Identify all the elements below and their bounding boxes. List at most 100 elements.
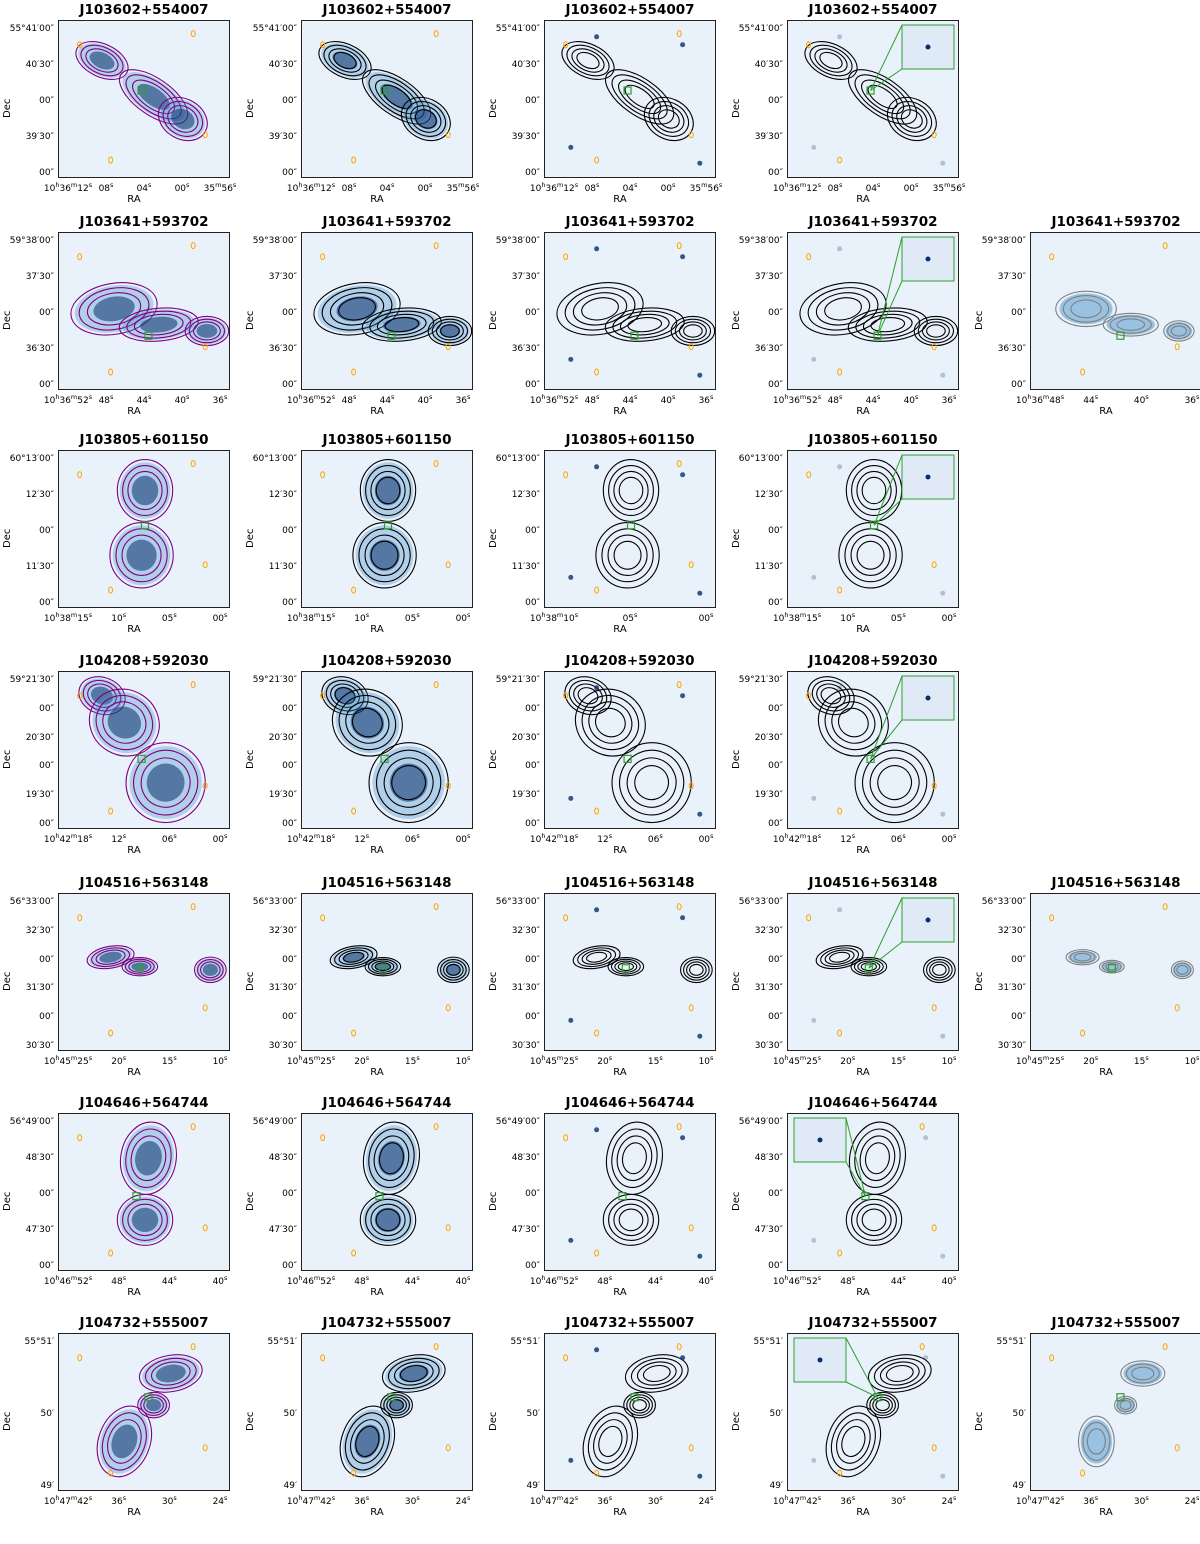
y-tick-label: 48′30″ — [511, 1153, 540, 1163]
y-tick-label: 00″ — [39, 380, 54, 390]
panel-lowres: J104732+555007 55°51′ 50′ 49′ 10h47m42s 36s 30… — [0, 1313, 240, 1533]
contour-line — [410, 105, 442, 133]
x-tick-label: 12s — [354, 832, 370, 845]
contour-line — [576, 51, 600, 70]
y-tick-label: 37′30″ — [754, 272, 783, 282]
contour-line — [329, 945, 378, 970]
x-tick-label: 48s — [597, 1274, 613, 1287]
contour-line — [619, 313, 670, 336]
y-tick-label: 00″ — [525, 954, 540, 965]
orange-contour — [351, 586, 357, 594]
inset-source — [925, 474, 931, 480]
contour-line — [617, 962, 634, 972]
y-tick-label: 31′30″ — [997, 983, 1026, 994]
contour-line — [626, 757, 677, 808]
x-tick-label: 12s — [111, 832, 127, 845]
contour-line — [556, 282, 644, 336]
y-tick-label: 60°13′00″ — [252, 454, 297, 464]
panel-title: J103602+554007 — [808, 2, 938, 18]
orange-contour — [688, 561, 694, 569]
contour-line — [1114, 1395, 1138, 1415]
contour-line — [380, 1391, 413, 1419]
y-tick-label: 30′30″ — [511, 1041, 540, 1051]
contour-line — [607, 534, 648, 577]
image-background — [302, 1114, 472, 1270]
x-axis-label: RA — [856, 624, 870, 635]
y-tick-label: 20′30″ — [25, 732, 54, 743]
orange-contour — [931, 782, 937, 790]
x-axis-label: RA — [127, 1507, 141, 1518]
inset-connector — [845, 1337, 878, 1398]
inset-source — [925, 695, 931, 701]
emission-core — [99, 951, 122, 963]
panel-title: J103641+593702 — [565, 214, 695, 230]
contour-line — [573, 683, 603, 708]
sky-image — [59, 451, 229, 607]
y-tick-label: 31′30″ — [754, 983, 783, 994]
x-tick-label: 36s — [698, 393, 714, 406]
contour-line — [856, 470, 892, 511]
host-marker — [621, 964, 630, 973]
y-tick-label: 56°33′00″ — [9, 897, 54, 907]
orange-contour — [445, 343, 451, 351]
x-axis-label: RA — [856, 406, 870, 417]
contour-line — [1070, 299, 1102, 319]
orange-contour — [433, 30, 439, 38]
contour-line — [334, 947, 374, 968]
orange-contour — [919, 1343, 925, 1351]
panel-highres: J103805+601150 60°13′00″ 12′30″ 00″ 11′30″ 00… — [243, 430, 483, 650]
y-tick-label: 11′30″ — [25, 562, 54, 572]
image-plot — [544, 1333, 716, 1491]
y-tick-label: 00″ — [39, 1189, 54, 1199]
x-tick-label: 36s — [111, 1494, 127, 1507]
inset-connector — [873, 498, 903, 526]
panel-title: J104516+563148 — [808, 875, 938, 891]
contour-line — [848, 69, 918, 125]
emission-core — [202, 963, 218, 976]
x-tick-label: 04s — [865, 181, 881, 194]
contour-line — [1082, 1421, 1111, 1461]
y-tick-label: 00″ — [39, 819, 54, 829]
image-plot — [787, 1333, 959, 1491]
y-tick-label: 20′30″ — [754, 732, 783, 743]
y-tick-label: 37′30″ — [268, 272, 297, 282]
contour-line — [613, 540, 642, 570]
inset-connector — [870, 675, 903, 760]
y-tick-label: 59°38′00″ — [252, 236, 297, 246]
point-source — [568, 574, 574, 580]
contour-line — [873, 1357, 926, 1390]
panel-inset: J104646+564744 56°49′00″ 48′30″ 00″ 47′30″ 00… — [729, 1093, 969, 1313]
x-tick-label: 10h45m25s — [43, 1054, 93, 1067]
contour-line — [443, 961, 464, 979]
inset-source — [817, 1357, 823, 1363]
xray-emission — [1106, 314, 1155, 335]
contour-line — [608, 464, 654, 517]
contour-line — [861, 1208, 887, 1232]
orange-contour — [1080, 1029, 1086, 1037]
contour-line — [375, 79, 419, 115]
orange-contour — [190, 1343, 196, 1351]
x-tick-label: 35m56s — [932, 181, 966, 194]
y-tick-label: 00″ — [768, 168, 783, 178]
contour-line — [331, 688, 403, 757]
image-plot — [301, 1333, 473, 1491]
point-source — [923, 1135, 929, 1141]
contour-line — [860, 962, 877, 972]
point-source — [811, 1457, 817, 1463]
contour-line — [859, 1135, 896, 1182]
panel-lowres: J104516+563148 56°33′00″ 32′30″ 00″ 31′30″ 00… — [0, 873, 240, 1093]
x-tick-label: 08s — [341, 181, 357, 194]
contour-line — [581, 297, 619, 321]
y-axis-label: Dec — [974, 1411, 985, 1431]
y-tick-label: 39′30″ — [25, 132, 54, 142]
y-axis-label: Dec — [2, 310, 13, 330]
x-tick-label: 10h36m52s — [286, 393, 336, 406]
image-plot — [301, 893, 473, 1051]
orange-contour — [594, 807, 600, 815]
contour-line — [1065, 949, 1100, 966]
x-tick-label: 35m56s — [446, 181, 480, 194]
contour-line — [321, 676, 369, 716]
orange-contour — [433, 242, 439, 250]
emission-core — [389, 763, 428, 802]
contour-line — [853, 958, 884, 975]
